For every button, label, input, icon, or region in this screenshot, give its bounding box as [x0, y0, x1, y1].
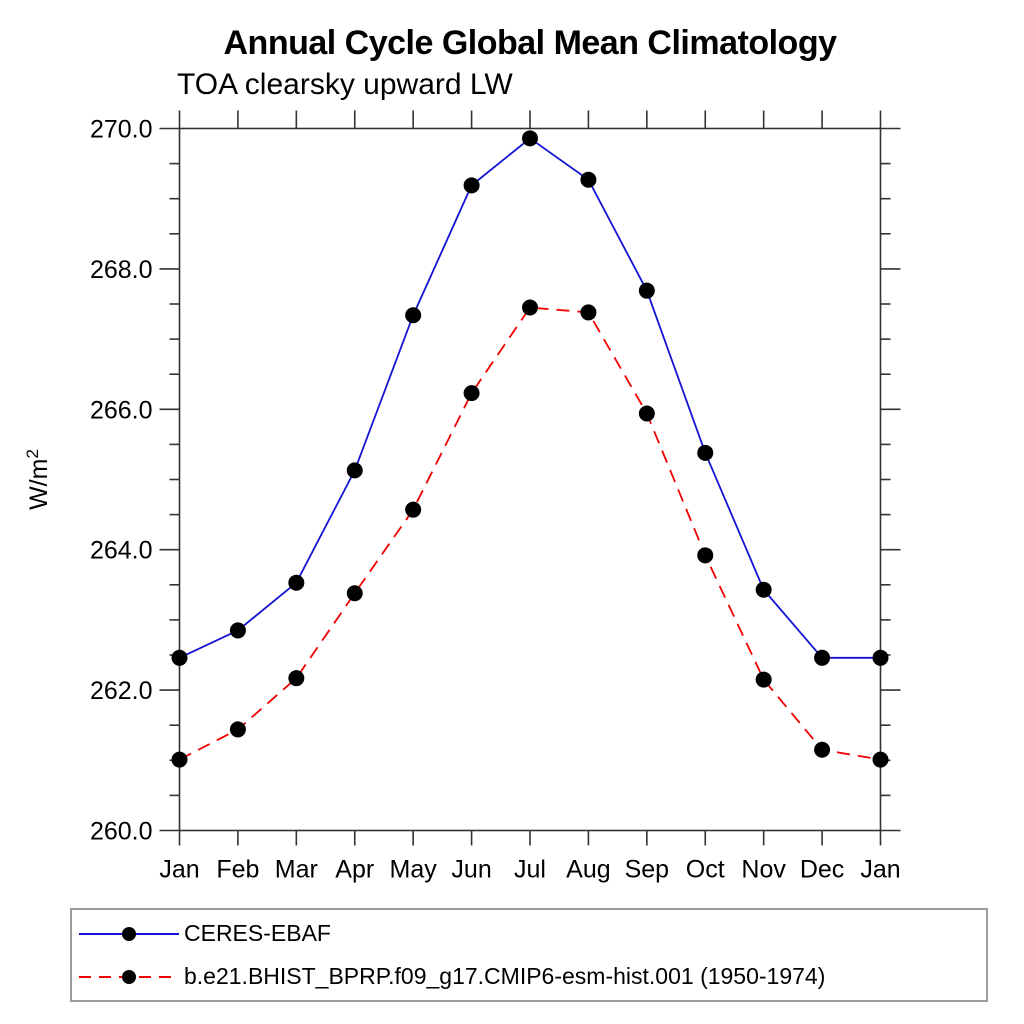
legend-item: b.e21.BHIST_BPRP.f09_g17.CMIP6-esm-hist.…: [78, 955, 986, 998]
x-axis-tick-label: Aug: [566, 856, 610, 884]
series-line: [179, 306, 881, 761]
y-axis-tick-label: 266.0: [90, 396, 153, 424]
x-axis-tick-label: Dec: [800, 856, 844, 884]
x-axis-tick-label: Nov: [741, 856, 786, 884]
data-point: [872, 649, 889, 666]
x-axis-tick-label: Jan: [860, 856, 900, 884]
series-line: [179, 137, 881, 659]
y-axis-tick-label: 264.0: [90, 537, 153, 565]
legend-line-sample: [79, 926, 179, 941]
data-point: [346, 585, 363, 602]
legend-marker-icon: [122, 969, 136, 984]
data-point: [229, 622, 246, 639]
data-point: [346, 462, 363, 479]
x-axis-tick-label: Jul: [514, 856, 546, 884]
y-axis: 260.0 262.0 264.0 266.0 268.0 270.0: [90, 116, 901, 846]
y-axis-tick-label: 262.0: [90, 677, 153, 705]
data-point: [638, 405, 655, 422]
x-axis-tick-label: Oct: [686, 856, 725, 884]
x-axis-tick-label: May: [390, 856, 438, 884]
y-axis-tick-label: 270.0: [90, 116, 153, 144]
chart-title: Annual Cycle Global Mean Climatology: [223, 24, 838, 62]
data-point: [229, 721, 246, 738]
data-point: [405, 501, 422, 518]
y-axis-title: W/m2: [23, 449, 53, 510]
x-axis-tick-label: Feb: [216, 856, 259, 884]
data-point: [580, 171, 597, 188]
chart-subtitle: TOA clearsky upward LW: [177, 68, 513, 101]
data-point: [288, 574, 305, 591]
y-axis-tick-label: 268.0: [90, 256, 153, 284]
data-point: [814, 741, 831, 758]
x-axis-tick-label: Apr: [335, 856, 374, 884]
data-point: [638, 282, 655, 299]
data-point: [522, 130, 538, 147]
x-axis-tick-label: Sep: [625, 856, 669, 884]
data-point: [580, 304, 597, 321]
data-point: [405, 307, 422, 324]
x-axis-tick-label: Jan: [159, 856, 199, 884]
data-point: [171, 649, 188, 666]
data-point: [755, 581, 772, 598]
legend-label: CERES-EBAF: [184, 920, 331, 946]
legend-label: b.e21.BHIST_BPRP.f09_g17.CMIP6-esm-hist.…: [184, 963, 826, 989]
legend-item: CERES-EBAF: [78, 912, 986, 955]
legend: CERES-EBAF b.e21.BHIST_BPRP.f09_g17.CMIP…: [70, 908, 988, 1002]
legend-marker-icon: [122, 926, 136, 941]
data-point: [288, 670, 305, 687]
series-1: [171, 299, 889, 768]
data-point: [463, 385, 480, 402]
x-axis: Jan Feb Mar Apr May Jun Jul Aug Sep Oct Nov Dec Jan: [159, 110, 901, 884]
y-axis-tick-label: 260.0: [90, 818, 153, 846]
data-point: [171, 751, 188, 768]
data-point: [463, 177, 480, 194]
x-axis-tick-label: Jun: [451, 856, 491, 884]
data-point: [872, 751, 889, 768]
x-axis-tick-label: Mar: [275, 856, 318, 884]
data-point: [697, 444, 714, 461]
data-point: [755, 671, 772, 688]
legend-line-sample: [79, 969, 179, 984]
data-point: [697, 547, 714, 564]
plot-frame: [178, 127, 882, 832]
data-point: [814, 649, 831, 666]
series-0: [171, 130, 889, 666]
data-point: [522, 299, 538, 316]
